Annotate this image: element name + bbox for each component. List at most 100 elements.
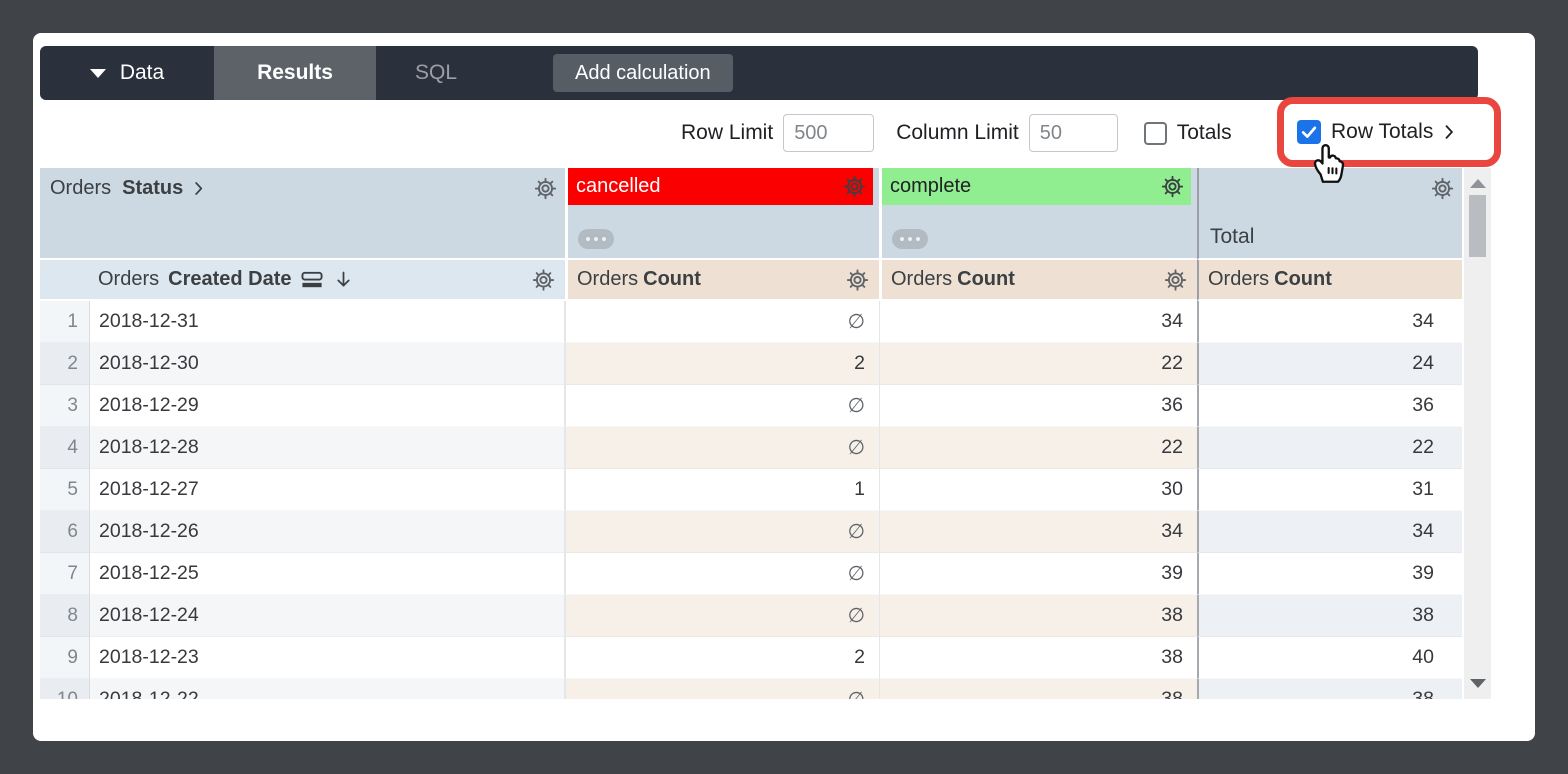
results-table: Orders Status cancelled <box>40 168 1464 699</box>
row-number: 7 <box>40 553 90 595</box>
row-totals-chevron-icon[interactable] <box>1439 122 1459 142</box>
scrollbar-thumb[interactable] <box>1469 195 1486 257</box>
total-count-cell[interactable]: 22 <box>1197 427 1462 469</box>
pivot-value-gear-button[interactable] <box>842 174 867 199</box>
cancelled-count-cell[interactable]: 1 <box>565 469 879 511</box>
column-limit-label: Column Limit <box>896 121 1019 144</box>
cancelled-count-cell[interactable]: ∅ <box>565 595 879 637</box>
total-column-header: Total <box>1197 168 1462 260</box>
measure-header-total[interactable]: Orders Count <box>1197 260 1462 301</box>
tab-data-label: Data <box>119 61 165 84</box>
date-cell[interactable]: 2018-12-27 <box>90 469 565 511</box>
measure-name: Count <box>643 268 701 290</box>
dropdown-caret-icon <box>89 68 106 78</box>
date-granularity-icon[interactable] <box>301 270 324 290</box>
gear-icon <box>1163 267 1188 292</box>
cancelled-count-cell[interactable]: ∅ <box>565 511 879 553</box>
date-cell[interactable]: 2018-12-29 <box>90 385 565 427</box>
gear-icon <box>533 176 558 201</box>
cancelled-count-cell[interactable]: ∅ <box>565 553 879 595</box>
vertical-scrollbar[interactable] <box>1464 168 1491 699</box>
row-number: 4 <box>40 427 90 469</box>
row-limit-input[interactable] <box>783 114 875 152</box>
complete-count-cell[interactable]: 30 <box>879 469 1197 511</box>
totals-checkbox[interactable] <box>1143 121 1167 145</box>
complete-count-cell[interactable]: 36 <box>879 385 1197 427</box>
row-number: 3 <box>40 385 90 427</box>
total-count-cell[interactable]: 24 <box>1197 343 1462 385</box>
dimension-header[interactable]: Orders Created Date <box>40 260 565 301</box>
date-cell[interactable]: 2018-12-25 <box>90 553 565 595</box>
date-cell[interactable]: 2018-12-28 <box>90 427 565 469</box>
row-totals-label: Row Totals <box>1331 120 1434 143</box>
result-controls: Row Limit Column Limit Totals <box>681 113 1232 153</box>
column-limit-input[interactable] <box>1028 114 1118 152</box>
pivot-ellipsis-button[interactable] <box>892 229 928 249</box>
total-count-cell[interactable]: 34 <box>1197 301 1462 343</box>
pivot-value-label: cancelled <box>576 175 661 197</box>
row-number: 10 <box>40 679 90 699</box>
cancelled-count-cell[interactable]: ∅ <box>565 679 879 699</box>
measure-gear-button[interactable] <box>845 267 870 292</box>
cancelled-count-cell[interactable]: ∅ <box>565 427 879 469</box>
row-totals-highlight: Row Totals <box>1277 97 1501 167</box>
pivot-ellipsis-button[interactable] <box>578 229 614 249</box>
date-cell[interactable]: 2018-12-22 <box>90 679 565 699</box>
pivot-value-cancelled[interactable]: cancelled <box>568 168 873 205</box>
row-number: 5 <box>40 469 90 511</box>
complete-count-cell[interactable]: 22 <box>879 343 1197 385</box>
total-count-cell[interactable]: 31 <box>1197 469 1462 511</box>
scroll-down-arrow-icon[interactable] <box>1469 679 1486 688</box>
total-gear-button[interactable] <box>1430 176 1455 201</box>
date-cell[interactable]: 2018-12-26 <box>90 511 565 553</box>
add-calculation-button[interactable]: Add calculation <box>553 54 733 92</box>
cancelled-count-cell[interactable]: 2 <box>565 343 879 385</box>
tab-data[interactable]: Data <box>40 46 214 100</box>
measure-gear-button[interactable] <box>1163 267 1188 292</box>
date-cell[interactable]: 2018-12-23 <box>90 637 565 679</box>
cancelled-count-cell[interactable]: ∅ <box>565 385 879 427</box>
total-count-cell[interactable]: 38 <box>1197 595 1462 637</box>
gear-icon <box>842 174 867 199</box>
total-count-cell[interactable]: 40 <box>1197 637 1462 679</box>
pivot-expand-chevron-icon[interactable] <box>189 179 208 198</box>
dimension-gear-button[interactable] <box>531 267 556 292</box>
tab-sql-label: SQL <box>414 61 458 84</box>
total-count-cell[interactable]: 39 <box>1197 553 1462 595</box>
scroll-up-arrow-icon[interactable] <box>1469 179 1486 188</box>
cancelled-count-cell[interactable]: 2 <box>565 637 879 679</box>
measure-prefix: Orders <box>1208 268 1270 290</box>
measure-header-cancelled[interactable]: Orders Count <box>565 260 879 301</box>
complete-count-cell[interactable]: 38 <box>879 637 1197 679</box>
date-cell[interactable]: 2018-12-31 <box>90 301 565 343</box>
pivot-value-complete[interactable]: complete <box>882 168 1191 205</box>
total-count-cell[interactable]: 38 <box>1197 679 1462 699</box>
row-totals-checkbox[interactable] <box>1297 120 1321 144</box>
pivot-gear-button[interactable] <box>533 176 558 201</box>
pivot-field-header[interactable]: Orders Status <box>40 168 565 260</box>
gear-icon <box>1430 176 1455 201</box>
total-count-cell[interactable]: 34 <box>1197 511 1462 553</box>
hand-cursor-icon <box>1305 139 1349 186</box>
tab-sql[interactable]: SQL <box>376 46 496 100</box>
pivot-value-gear-button[interactable] <box>1160 174 1185 199</box>
complete-count-cell[interactable]: 39 <box>879 553 1197 595</box>
measure-name: Count <box>1274 268 1332 290</box>
measure-header-complete[interactable]: Orders Count <box>879 260 1197 301</box>
tab-results[interactable]: Results <box>214 46 376 100</box>
complete-count-cell[interactable]: 38 <box>879 679 1197 699</box>
sort-descending-icon[interactable] <box>333 269 354 290</box>
pivot-field-prefix: Orders <box>50 177 112 199</box>
complete-count-cell[interactable]: 34 <box>879 511 1197 553</box>
date-cell[interactable]: 2018-12-30 <box>90 343 565 385</box>
complete-count-cell[interactable]: 38 <box>879 595 1197 637</box>
complete-count-cell[interactable]: 34 <box>879 301 1197 343</box>
row-number: 6 <box>40 511 90 553</box>
total-count-cell[interactable]: 36 <box>1197 385 1462 427</box>
row-number: 8 <box>40 595 90 637</box>
complete-count-cell[interactable]: 22 <box>879 427 1197 469</box>
cancelled-count-cell[interactable]: ∅ <box>565 301 879 343</box>
measure-prefix: Orders <box>891 268 953 290</box>
date-cell[interactable]: 2018-12-24 <box>90 595 565 637</box>
pivot-column-complete: complete <box>879 168 1197 260</box>
